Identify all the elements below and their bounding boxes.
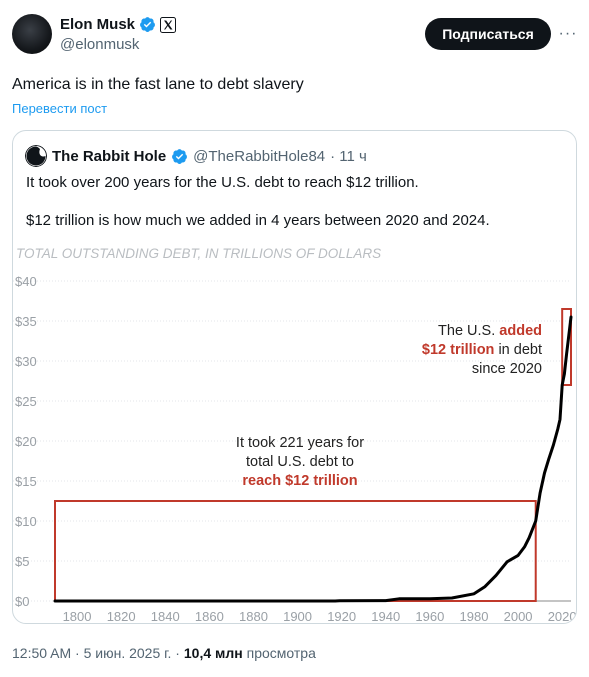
x-tick-label: 1900 bbox=[283, 609, 312, 624]
debt-series-line bbox=[53, 315, 573, 603]
annotation-left-line-3: reach $12 trillion bbox=[242, 473, 357, 489]
view-count: 10,4 млн bbox=[183, 645, 243, 661]
verified-badge-icon bbox=[172, 148, 188, 164]
highlight-box bbox=[561, 308, 573, 386]
y-tick-label: $5 bbox=[15, 554, 29, 569]
x-logo-icon bbox=[160, 16, 177, 33]
y-tick-label: $30 bbox=[15, 354, 37, 369]
post-text: America is in the fast lane to debt slav… bbox=[12, 76, 304, 93]
quoted-text-line-1: It took over 200 years for the U.S. debt… bbox=[26, 174, 419, 191]
view-count-label: просмотра bbox=[246, 645, 316, 661]
x-tick-label: 2000 bbox=[504, 609, 533, 624]
x-tick-label: 1940 bbox=[371, 609, 400, 624]
chart-series bbox=[53, 315, 573, 603]
quoted-post-time[interactable]: · 11 ч bbox=[330, 147, 367, 165]
y-tick-label: $0 bbox=[15, 594, 29, 609]
post-header: Elon Musk @elonmusk Подписаться ··· bbox=[12, 12, 577, 60]
y-tick-label: $10 bbox=[15, 514, 37, 529]
x-tick-label: 1820 bbox=[107, 609, 136, 624]
y-tick-label: $15 bbox=[15, 474, 37, 489]
debt-chart-svg: $0 $5 $10 $15 $20 $25 $30 $35 $40 1800 1820 1840 186… bbox=[13, 246, 577, 624]
x-tick-label: 1860 bbox=[195, 609, 224, 624]
debt-chart: $0 $5 $10 $15 $20 $25 $30 $35 $40 1800 1820 1840 186… bbox=[13, 241, 577, 624]
author-block: Elon Musk @elonmusk bbox=[60, 16, 177, 53]
highlight-box bbox=[54, 500, 537, 602]
annotation-left-line-2: total U.S. debt to bbox=[246, 454, 354, 470]
x-tick-label: 1960 bbox=[415, 609, 444, 624]
annotation-right-line-2-b: in debt bbox=[498, 342, 542, 358]
author-handle[interactable]: @elonmusk bbox=[60, 36, 140, 53]
x-tick-label: 1800 bbox=[63, 609, 92, 624]
quoted-author-name[interactable]: The Rabbit Hole bbox=[52, 147, 167, 165]
annotation-left-line-1: It took 221 years for bbox=[236, 435, 364, 451]
more-options-icon[interactable]: ··· bbox=[558, 25, 578, 42]
quoted-text-line-2: $12 trillion is how much we added in 4 y… bbox=[26, 212, 490, 229]
x-tick-label: 1880 bbox=[239, 609, 268, 624]
y-tick-label: $40 bbox=[15, 274, 37, 289]
x-tick-label: 1980 bbox=[460, 609, 489, 624]
y-tick-label: $20 bbox=[15, 434, 37, 449]
y-tick-label: $25 bbox=[15, 394, 37, 409]
chart-ticks: $0 $5 $10 $15 $20 $25 $30 $35 $40 1800 1820 1840 186… bbox=[15, 274, 577, 624]
author-name[interactable]: Elon Musk bbox=[60, 16, 136, 33]
annotation-right-line-3: since 2020 bbox=[472, 361, 542, 377]
y-tick-label: $35 bbox=[15, 314, 37, 329]
chart-title: TOTAL OUTSTANDING DEBT, IN TRILLIONS OF … bbox=[16, 246, 381, 261]
translate-post-link[interactable]: Перевести пост bbox=[12, 101, 108, 116]
rabbit-hole-avatar-icon bbox=[25, 145, 47, 167]
x-tick-label: 1840 bbox=[151, 609, 180, 624]
annotation-right-line-1: The U.S. added bbox=[438, 323, 542, 339]
author-avatar[interactable] bbox=[12, 14, 52, 54]
x-tick-label: 2020 bbox=[548, 609, 577, 624]
annotation-right-line-2: $12 trillion in debt bbox=[422, 342, 542, 358]
verified-badge-icon bbox=[140, 17, 155, 32]
quoted-post-header: The Rabbit Hole @TheRabbitHole84 · 11 ч bbox=[25, 145, 367, 167]
post-timestamp[interactable]: 12:50 AM · 5 июн. 2025 г. · bbox=[12, 645, 180, 661]
annotation-right-line-2-a: $12 trillion bbox=[422, 342, 495, 358]
quoted-author-handle[interactable]: @TheRabbitHole84 bbox=[193, 147, 326, 165]
post-meta: 12:50 AM · 5 июн. 2025 г. · 10,4 млн про… bbox=[12, 645, 316, 661]
subscribe-button[interactable]: Подписаться bbox=[425, 18, 551, 50]
chart-grid bbox=[13, 280, 571, 602]
annotation-right-line-1-a: The U.S. bbox=[438, 323, 495, 339]
quoted-post[interactable]: The Rabbit Hole @TheRabbitHole84 · 11 ч … bbox=[12, 130, 577, 624]
x-tick-label: 1920 bbox=[327, 609, 356, 624]
annotation-right-line-1-b: added bbox=[499, 323, 542, 339]
